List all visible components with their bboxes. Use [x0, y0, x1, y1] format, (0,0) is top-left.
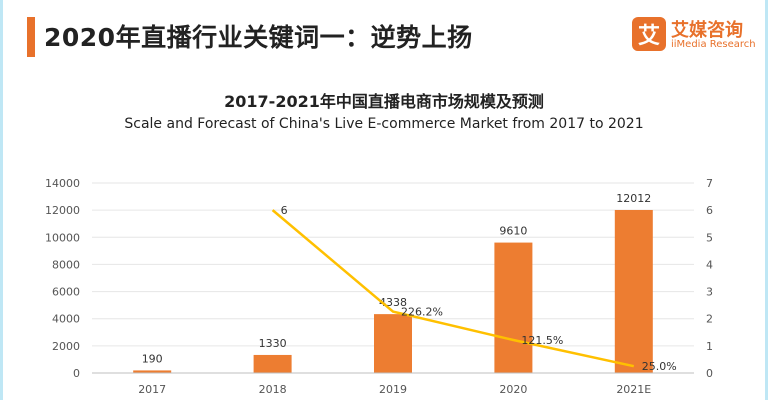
y-tick-label: 12000: [45, 204, 80, 217]
x-tick-label: 2018: [259, 383, 287, 396]
line-value-label: 25.0%: [642, 360, 677, 373]
logo-name-cn: 艾媒咨询: [671, 20, 743, 41]
growth-rate-line: [271, 209, 635, 368]
y2-tick-label: 3: [706, 286, 713, 299]
logo-icon: 艾: [632, 17, 666, 51]
line-value-label: 6: [281, 204, 288, 217]
y2-tick-label: 4: [706, 258, 713, 271]
chart-title: 2017-2021年中国直播电商市场规模及预测: [224, 92, 544, 111]
y-tick-label: 2000: [52, 340, 80, 353]
x-tick-label: 2017: [138, 383, 166, 396]
y-tick-label: 14000: [45, 177, 80, 190]
y2-tick-label: 1: [706, 340, 713, 353]
bar: [614, 209, 653, 373]
logo-name-en: iiMedia Research: [671, 39, 756, 50]
y-tick-label: 10000: [45, 231, 80, 244]
y-tick-label: 8000: [52, 258, 80, 271]
bar-value-label: 9610: [499, 225, 527, 238]
y2-tick-label: 5: [706, 231, 713, 244]
line-value-label: 226.2%: [401, 306, 443, 319]
bar-value-label: 1330: [259, 337, 287, 350]
x-tick-label: 2020: [499, 383, 527, 396]
y-tick-label: 4000: [52, 313, 80, 326]
y2-tick-label: 2: [706, 313, 713, 326]
line-value-label: 121.5%: [521, 334, 563, 347]
chart-subtitle: Scale and Forecast of China's Live E-com…: [124, 116, 644, 132]
bar-value-label: 12012: [616, 192, 651, 205]
bar: [494, 242, 533, 373]
y2-tick-label: 7: [706, 177, 713, 190]
y2-tick-label: 6: [706, 204, 713, 217]
y-tick-label: 0: [73, 367, 80, 380]
x-tick-label: 2021E: [616, 383, 651, 396]
y-tick-label: 6000: [52, 286, 80, 299]
bar: [253, 354, 292, 373]
title-accent-bar: [27, 17, 35, 57]
bar-value-label: 190: [142, 352, 163, 365]
page-title: 2020年直播行业关键词一：逆势上扬: [44, 23, 473, 52]
bar: [374, 314, 412, 373]
x-tick-label: 2019: [379, 383, 407, 396]
bar: [133, 370, 172, 373]
y2-tick-label: 0: [706, 367, 713, 380]
